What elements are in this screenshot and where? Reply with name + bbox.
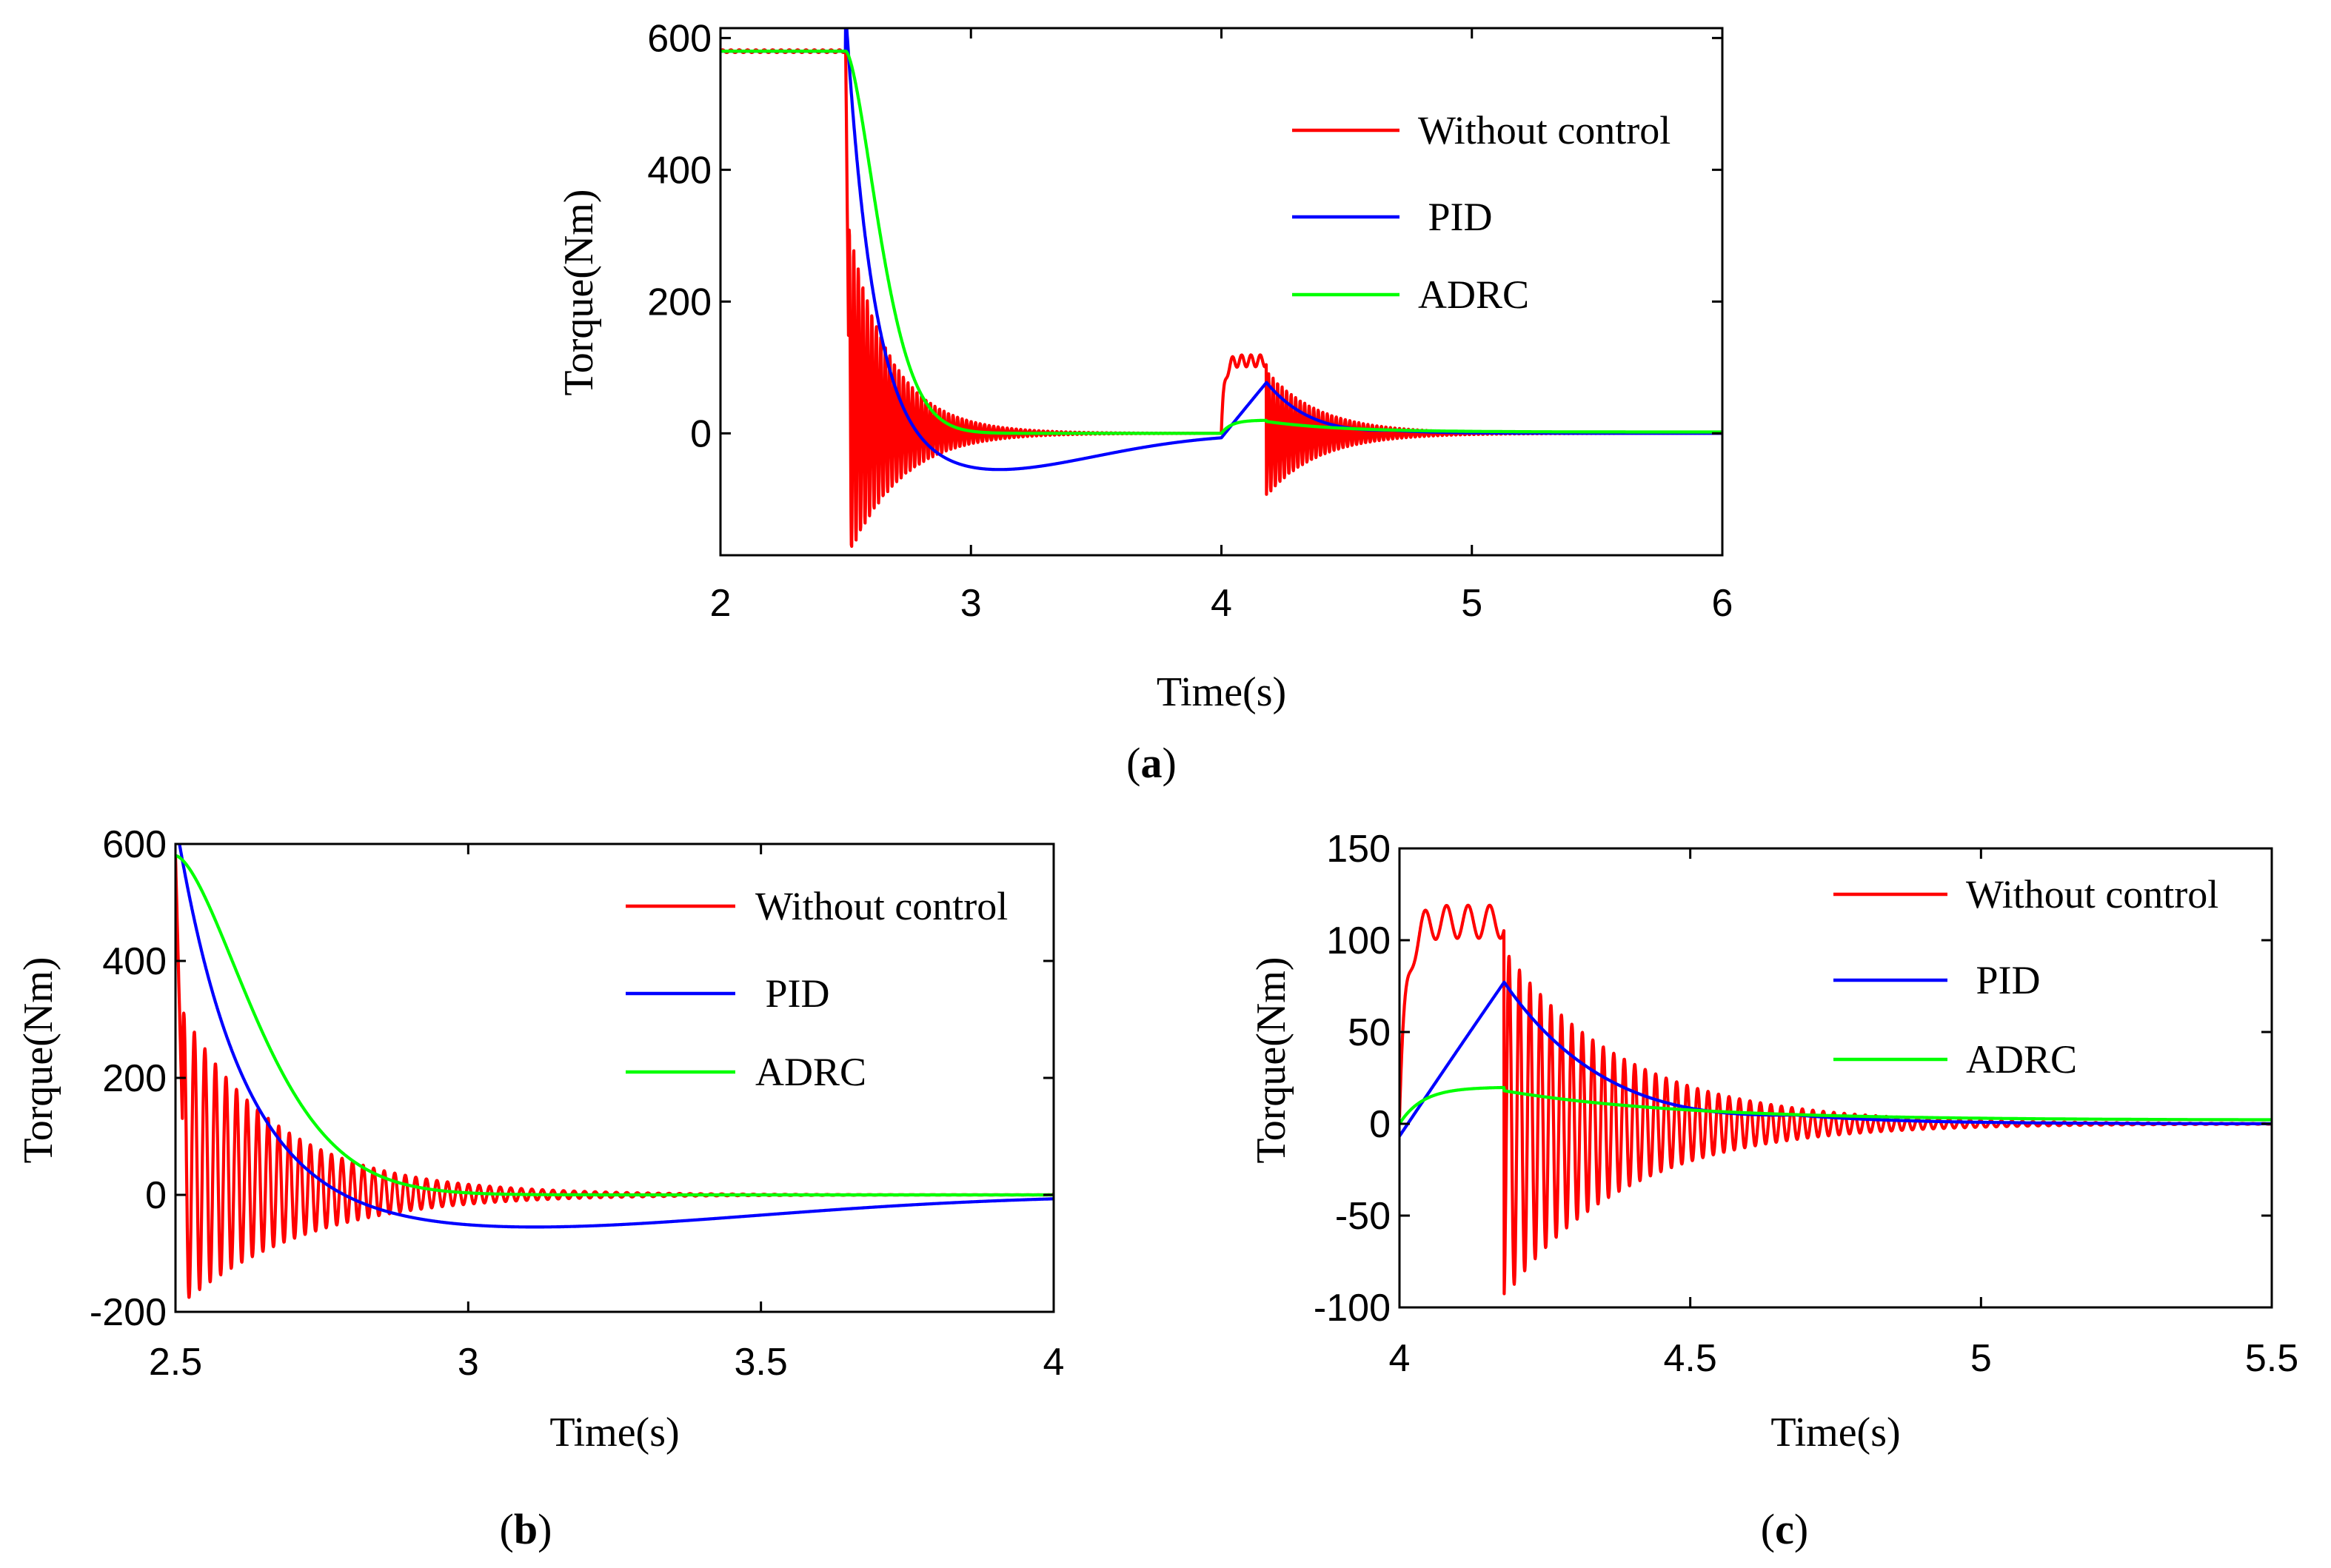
x-tick-label: 5 xyxy=(1970,1337,1992,1380)
y-axis-label: Torque(Nm) xyxy=(556,189,602,395)
x-tick-label: 3 xyxy=(960,582,982,625)
legend-label: ADRC xyxy=(1418,272,1529,317)
y-tick-label: 400 xyxy=(102,940,167,983)
x-tick-label: 6 xyxy=(1712,582,1733,625)
x-tick-label: 3 xyxy=(458,1341,479,1384)
legend-label: ADRC xyxy=(1966,1037,2077,1082)
chart-c: 4 4.5 5 5.5 -100 -50 0 50 100 150 Time(s) Torque(Nm… xyxy=(1248,828,2298,1553)
y-tick-label: 400 xyxy=(647,149,712,192)
x-axis-label: Time(s) xyxy=(1770,1410,1900,1455)
x-tick-label: 2.5 xyxy=(149,1341,202,1384)
y-tick-label: 50 xyxy=(1348,1011,1391,1054)
series-line-pid xyxy=(178,844,1054,1229)
y-tick-label: 150 xyxy=(1326,828,1391,871)
series-line-without-control xyxy=(1399,903,2272,1296)
x-tick-label: 4 xyxy=(1211,582,1232,625)
legend-label: Without control xyxy=(1966,872,2218,917)
series-group xyxy=(1399,903,2272,1296)
x-axis-label: Time(s) xyxy=(1157,669,1286,715)
legend-label: PID xyxy=(755,971,830,1016)
x-tick-label: 2 xyxy=(710,582,732,625)
y-tick-label: 0 xyxy=(1369,1103,1391,1146)
plot-frame xyxy=(1398,847,2273,1309)
y-axis-label: Torque(Nm) xyxy=(1248,956,1294,1163)
y-tick-label: 600 xyxy=(647,17,712,60)
legend-label: Without control xyxy=(755,884,1008,928)
x-tick-label: 4 xyxy=(1043,1341,1065,1384)
y-tick-label: 0 xyxy=(690,412,712,455)
x-tick-label: 5 xyxy=(1461,582,1482,625)
chart-b: 2.5 3 3.5 4 -200 0 200 400 600 Time(s) Torque(Nm) W… xyxy=(16,823,1065,1553)
series-group xyxy=(720,28,1722,548)
legend: Without control PID ADRC xyxy=(1292,108,1671,317)
series-line-adrc xyxy=(1399,1085,2272,1125)
x-tick-label: 5.5 xyxy=(2245,1337,2298,1380)
x-tick-label: 3.5 xyxy=(735,1341,788,1384)
series-line-adrc xyxy=(720,50,1722,435)
legend-label: PID xyxy=(1418,195,1493,239)
y-axis-label: Torque(Nm) xyxy=(16,956,61,1163)
panel-label: (a) xyxy=(1126,739,1177,787)
y-tick-label: -100 xyxy=(1314,1287,1391,1330)
x-tick-label: 4 xyxy=(1389,1337,1411,1380)
y-tick-label: 200 xyxy=(102,1057,167,1100)
y-tick-label: 200 xyxy=(647,281,712,324)
series-line-pid xyxy=(1399,980,2272,1138)
panel-label: (c) xyxy=(1761,1505,1808,1553)
legend-label: Without control xyxy=(1418,108,1671,153)
x-tick-label: 4.5 xyxy=(1664,1337,1717,1380)
x-axis-label: Time(s) xyxy=(549,1410,679,1455)
y-tick-label: -200 xyxy=(90,1291,167,1334)
panel-label: (b) xyxy=(500,1505,552,1553)
legend: Without control PID ADRC xyxy=(1833,872,2218,1082)
y-tick-label: 600 xyxy=(102,823,167,866)
series-group xyxy=(175,844,1054,1299)
series-line-adrc xyxy=(175,854,1054,1197)
chart-a: 2 3 4 5 6 0 200 400 600 Time(s) Torque(Nm) Without … xyxy=(556,17,1733,787)
y-tick-label: 100 xyxy=(1326,919,1391,962)
legend-label: PID xyxy=(1966,958,2041,1002)
y-tick-label: -50 xyxy=(1335,1195,1391,1238)
legend-label: ADRC xyxy=(755,1050,866,1094)
y-tick-label: 0 xyxy=(145,1174,167,1217)
legend: Without control PID ADRC xyxy=(626,884,1008,1094)
